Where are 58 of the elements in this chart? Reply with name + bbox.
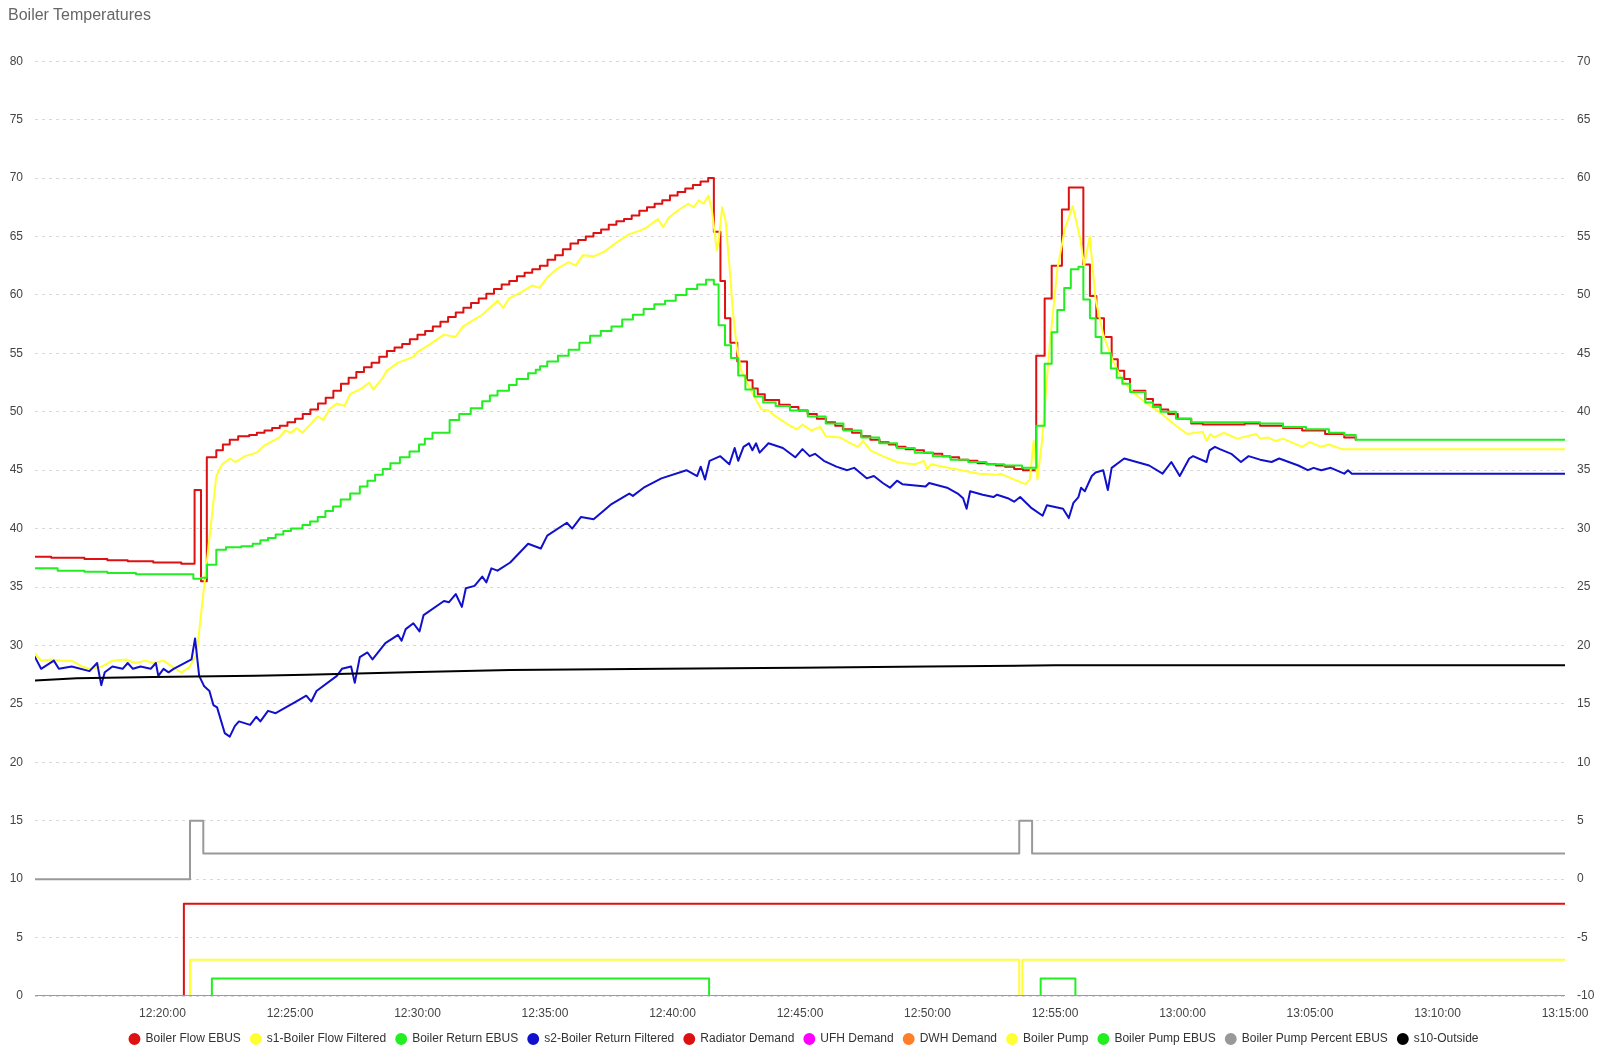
y-tick-label: 45 <box>9 462 24 477</box>
legend-label: s1-Boiler Flow Filtered <box>266 1031 387 1046</box>
y2-tick-label: 40 <box>1577 404 1591 419</box>
x-tick-label: 12:25:00 <box>266 1005 314 1020</box>
y-tick-label: 40 <box>9 520 24 535</box>
y-tick-label: 30 <box>9 637 24 652</box>
y2-tick-label: 60 <box>1577 170 1591 185</box>
legend-label: Boiler Flow EBUS <box>145 1031 241 1046</box>
y-tick-label: 15 <box>9 813 24 828</box>
y-tick-label: 25 <box>9 696 24 711</box>
legend-label: Boiler Return EBUS <box>412 1031 519 1046</box>
legend-label: Boiler Pump Percent EBUS <box>1241 1031 1388 1046</box>
y2-tick-label: 55 <box>1577 228 1591 243</box>
y-tick-label: 65 <box>9 228 24 243</box>
legend-label: s2-Boiler Return Filtered <box>544 1031 675 1046</box>
x-tick-label: 12:50:00 <box>904 1005 952 1020</box>
y-tick-label: 5 <box>16 929 24 944</box>
x-tick-label: 13:10:00 <box>1414 1005 1462 1020</box>
y2-tick-label: 10 <box>1577 754 1591 769</box>
y2-tick-label: -10 <box>1577 988 1595 1003</box>
legend-label: Radiator Demand <box>700 1031 795 1046</box>
y-tick-label: 50 <box>9 404 24 419</box>
y-tick-label: 70 <box>9 170 24 185</box>
y2-tick-label: 45 <box>1577 345 1591 360</box>
x-tick-label: 12:20:00 <box>139 1005 187 1020</box>
y-tick-label: 60 <box>9 287 24 302</box>
legend-label: s10-Outside <box>1413 1031 1479 1046</box>
x-tick-label: 12:45:00 <box>776 1005 824 1020</box>
y2-tick-label: 5 <box>1577 813 1584 828</box>
y-tick-label: 55 <box>9 345 24 360</box>
legend-label: UFH Demand <box>820 1031 894 1046</box>
y2-tick-label: 35 <box>1577 462 1591 477</box>
y2-tick-label: 0 <box>1577 871 1584 886</box>
legend-label: Boiler Pump <box>1023 1031 1089 1046</box>
y-tick-label: 20 <box>9 754 24 769</box>
y2-tick-label: 20 <box>1577 637 1591 652</box>
y2-tick-label: -5 <box>1577 929 1588 944</box>
y2-tick-label: 50 <box>1577 287 1591 302</box>
legend-label: Boiler Pump EBUS <box>1114 1031 1216 1046</box>
chart-title: Boiler Temperatures <box>8 6 151 24</box>
x-tick-label: 13:00:00 <box>1159 1005 1207 1020</box>
legend-label: DWH Demand <box>919 1031 998 1046</box>
x-tick-label: 13:15:00 <box>1541 1005 1589 1020</box>
y2-tick-label: 30 <box>1577 520 1591 535</box>
x-tick-label: 12:40:00 <box>649 1005 697 1020</box>
y2-tick-label: 15 <box>1577 696 1591 711</box>
y-tick-label: 80 <box>9 53 24 68</box>
x-tick-label: 13:05:00 <box>1286 1005 1334 1020</box>
y-tick-label: 0 <box>16 988 24 1003</box>
x-tick-label: 12:30:00 <box>394 1005 442 1020</box>
y-tick-label: 35 <box>9 579 24 594</box>
x-tick-label: 12:55:00 <box>1031 1005 1079 1020</box>
x-tick-label: 12:35:00 <box>521 1005 569 1020</box>
y2-tick-label: 25 <box>1577 579 1591 594</box>
y-tick-label: 75 <box>9 111 24 126</box>
y2-tick-label: 70 <box>1577 53 1591 68</box>
y-tick-label: 10 <box>9 871 24 886</box>
y2-tick-label: 65 <box>1577 111 1591 126</box>
